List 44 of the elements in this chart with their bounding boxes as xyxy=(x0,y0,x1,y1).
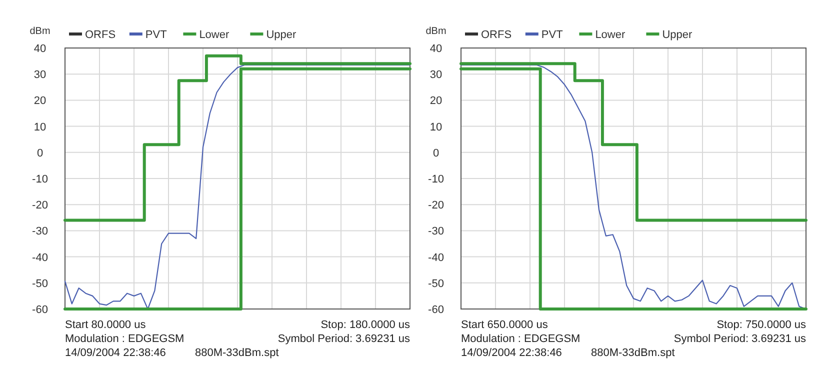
y-tick-label: -20 xyxy=(428,200,444,212)
legend-label: Lower xyxy=(595,29,626,41)
y-tick-label: 20 xyxy=(34,95,46,108)
text: Modulation : EDGEGSM xyxy=(65,333,184,345)
y-tick-label: 30 xyxy=(34,69,46,82)
text: Stop: 180.0000 us xyxy=(320,319,410,331)
y-tick-label: 10 xyxy=(430,121,442,134)
text: 880M-33dBm.spt xyxy=(195,347,279,359)
y-tick-label: 20 xyxy=(430,95,442,108)
text: Symbol Period: 3.69231 us xyxy=(278,333,410,345)
y-axis-title: dBm xyxy=(426,26,446,37)
text: Start 650.0000 us xyxy=(461,319,548,331)
text: Symbol Period: 3.69231 us xyxy=(674,333,806,345)
legend-label: ORFS xyxy=(481,29,512,41)
y-tick-label: 40 xyxy=(34,43,46,55)
y-tick-label: -50 xyxy=(32,278,48,290)
y-tick-label: 40 xyxy=(430,43,442,55)
y-tick-label: -10 xyxy=(32,174,48,186)
y-tick-label: -40 xyxy=(428,252,444,264)
text: 14/09/2004 22:38:46 xyxy=(461,347,562,359)
text: Stop: 750.0000 us xyxy=(716,319,806,331)
legend-label: Upper xyxy=(662,29,692,41)
text: 880M-33dBm.spt xyxy=(591,347,675,359)
y-tick-label: -50 xyxy=(428,278,444,290)
y-axis-title: dBm xyxy=(30,26,50,37)
text: 14/09/2004 22:38:46 xyxy=(65,347,166,359)
y-tick-label: 10 xyxy=(34,121,46,134)
text: Start 80.0000 us xyxy=(65,319,146,331)
y-tick-label: -30 xyxy=(32,226,48,238)
y-tick-label: 30 xyxy=(430,69,442,82)
y-tick-label: 0 xyxy=(36,147,44,160)
legend-label: PVT xyxy=(541,29,564,41)
y-tick-label: -60 xyxy=(32,304,48,316)
y-tick-label: -40 xyxy=(32,252,48,264)
legend-label: Upper xyxy=(266,29,296,41)
legend-label: ORFS xyxy=(85,29,116,41)
y-tick-label: -60 xyxy=(428,304,444,316)
y-tick-label: -10 xyxy=(428,174,444,186)
y-tick-label: 0 xyxy=(432,147,440,160)
legend-label: Lower xyxy=(199,29,230,41)
y-tick-label: -30 xyxy=(428,226,444,238)
text: Modulation : EDGEGSM xyxy=(461,333,580,345)
y-tick-label: -20 xyxy=(32,200,48,212)
legend-label: PVT xyxy=(145,29,168,41)
